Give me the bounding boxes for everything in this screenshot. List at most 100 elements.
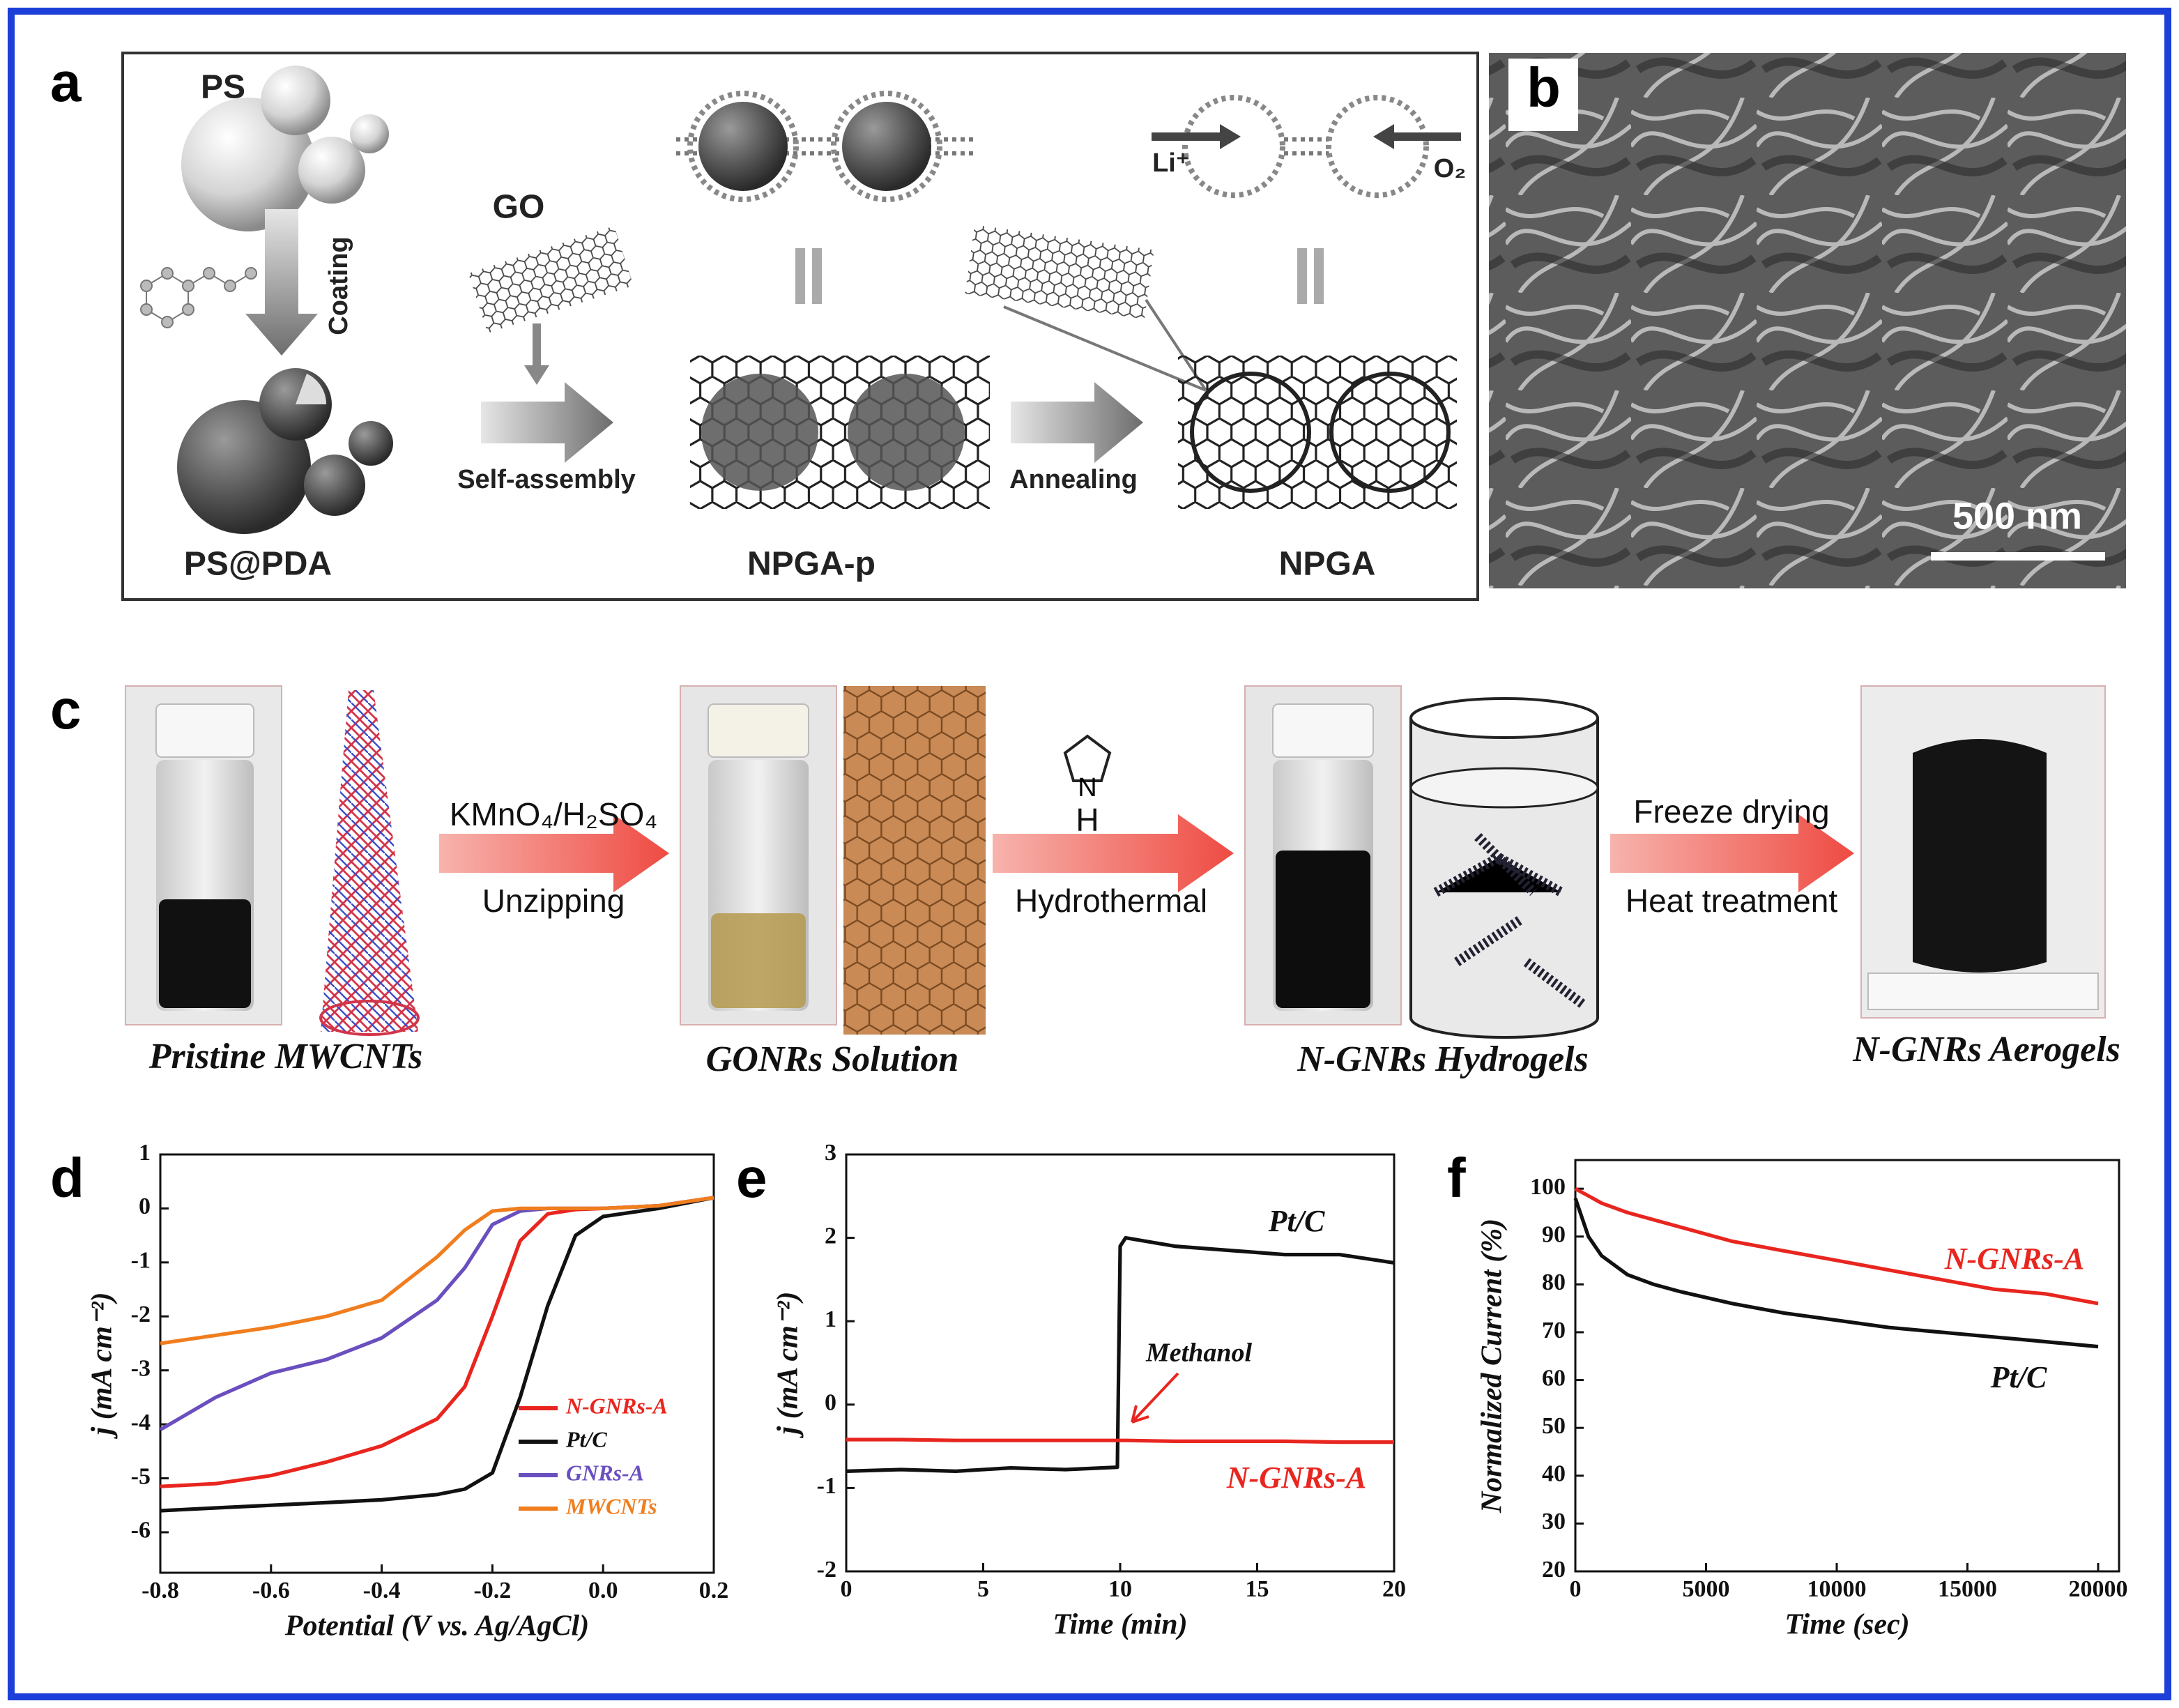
- annealing-label: Annealing: [1009, 465, 1138, 494]
- nanotube-end: [319, 1000, 420, 1036]
- legend-label: GNRs-A: [566, 1460, 644, 1485]
- panel-label: c: [50, 678, 82, 740]
- arrow: [1610, 814, 1854, 892]
- series-line: [846, 1438, 1394, 1444]
- caption: GONRs Solution: [706, 1039, 959, 1079]
- y-axis-label: Normalized Current (%): [1476, 1219, 1508, 1513]
- pore: [1329, 372, 1451, 493]
- plot-frame: [1574, 1159, 2120, 1573]
- graphene-flake: [965, 224, 1154, 319]
- figure-border: [8, 8, 2171, 1700]
- sphere: [261, 66, 330, 135]
- y-tick-label: -1: [131, 1248, 151, 1274]
- self-assembly-label: Self-assembly: [457, 465, 636, 494]
- x-tick-label: -0.6: [252, 1578, 290, 1603]
- y-tick-label: 60: [1542, 1365, 1566, 1391]
- y-tick-label: -2: [817, 1557, 836, 1583]
- x-tick-label: 0: [1570, 1576, 1582, 1602]
- x-axis-label: Potential (V vs. Ag/AgCl): [284, 1610, 589, 1642]
- y-tick-label: 70: [1542, 1318, 1566, 1343]
- caption: N-GNRs Hydrogels: [1297, 1039, 1588, 1079]
- x-tick-label: -0.8: [142, 1578, 179, 1603]
- sphere: [350, 114, 389, 153]
- step-label: Hydrothermal: [1015, 883, 1207, 919]
- y-tick-label: -5: [131, 1463, 151, 1489]
- pyrrole-ring: [1063, 734, 1112, 782]
- sphere: [349, 421, 393, 466]
- x-tick-label: 10000: [1807, 1576, 1867, 1602]
- panel-c: KMnO₄/H₂SO₄ Unzipping N H Hydrothermal F…: [125, 685, 2120, 1079]
- y-tick-label: 0: [825, 1390, 836, 1416]
- y-tick-label: -3: [131, 1355, 151, 1381]
- equals-mark: [795, 248, 822, 304]
- x-tick-label: 5: [977, 1576, 989, 1602]
- sphere: [848, 374, 965, 491]
- y-axis-label: j (mA cm⁻²): [86, 1292, 118, 1439]
- x-tick-label: 15000: [1938, 1576, 1997, 1602]
- panel-a: PS Coating PS@PDA GO Self-assembly NPGA-…: [121, 52, 1479, 601]
- npga-label: NPGA: [1279, 546, 1376, 583]
- arrow: [1011, 382, 1143, 463]
- arrow: [439, 814, 669, 892]
- step-label: Freeze drying: [1633, 793, 1829, 830]
- y-tick-label: 100: [1530, 1174, 1566, 1200]
- x-tick-label: 20: [1382, 1576, 1406, 1602]
- nanotube: [321, 690, 418, 1032]
- panel-label: b: [1527, 56, 1561, 119]
- y-tick-label: 20: [1542, 1557, 1566, 1583]
- sphere: [701, 374, 818, 491]
- pyrrole-h: H: [1076, 802, 1099, 838]
- y-tick-label: 90: [1542, 1222, 1566, 1248]
- sphere-cut: [296, 374, 327, 404]
- vial-cap: [1272, 703, 1374, 758]
- charts: -0.8 -0.6 -0.4 -0.2 0.0 0.2 -6 -5 -4 -3 -2 -1 0 1 Pote…: [86, 1140, 2128, 1642]
- y-tick-label: -6: [131, 1518, 151, 1543]
- aerogel: [1913, 739, 2047, 973]
- vial-cap: [155, 703, 254, 758]
- y-tick-label: 80: [1542, 1269, 1566, 1295]
- x-tick-label: 0.2: [699, 1578, 729, 1603]
- y-tick-label: -4: [131, 1410, 151, 1435]
- y-tick-label: -1: [817, 1473, 836, 1499]
- x-tick-label: 0.0: [588, 1578, 618, 1603]
- legend-label: N-GNRs-A: [565, 1393, 668, 1418]
- npga-p-label: NPGA-p: [747, 546, 876, 583]
- nanoribbon: [843, 686, 986, 1035]
- scale-bar-label: 500 nm: [1952, 495, 2082, 537]
- annotation: Methanol: [1145, 1339, 1252, 1368]
- arrow: [993, 814, 1234, 892]
- legend-label: Pt/C: [565, 1426, 607, 1451]
- x-axis-label: Time (min): [1053, 1609, 1187, 1641]
- beaker: [1409, 697, 1599, 1039]
- step-label: Unzipping: [482, 883, 625, 919]
- go-sheet: [468, 226, 634, 333]
- caption: N-GNRs Aerogels: [1852, 1030, 2120, 1069]
- o2-label: O₂: [1434, 154, 1466, 183]
- panel-label: e: [736, 1147, 767, 1209]
- y-tick-label: 0: [139, 1194, 151, 1219]
- equals-mark: [1297, 248, 1324, 304]
- pyrrole-n: N: [1078, 773, 1096, 802]
- y-tick-label: 40: [1542, 1461, 1566, 1487]
- series-line: [160, 1196, 714, 1345]
- step-label: Heat treatment: [1626, 883, 1837, 919]
- x-tick-label: -0.2: [473, 1578, 511, 1603]
- series-label: N-GNRs-A: [1944, 1242, 2084, 1276]
- label-box: [1508, 59, 1578, 131]
- npga-p-top: [676, 91, 976, 202]
- ps-pda-label: PS@PDA: [184, 546, 332, 583]
- coating-label: Coating: [324, 236, 353, 335]
- series-line: [1573, 1197, 2099, 1349]
- x-tick-label: 15: [1246, 1576, 1269, 1602]
- x-tick-label: 20000: [2069, 1576, 2128, 1602]
- legend-label: MWCNTs: [565, 1493, 657, 1518]
- annotation-arrow: [1131, 1372, 1179, 1424]
- arrow: [245, 209, 318, 356]
- panel-label: f: [1447, 1147, 1466, 1209]
- series-label: Pt/C: [1990, 1360, 2047, 1394]
- panel-label: d: [50, 1147, 84, 1209]
- sem-image: [1489, 53, 2126, 588]
- go-label: GO: [493, 189, 545, 226]
- hydrogel: [1276, 851, 1370, 1008]
